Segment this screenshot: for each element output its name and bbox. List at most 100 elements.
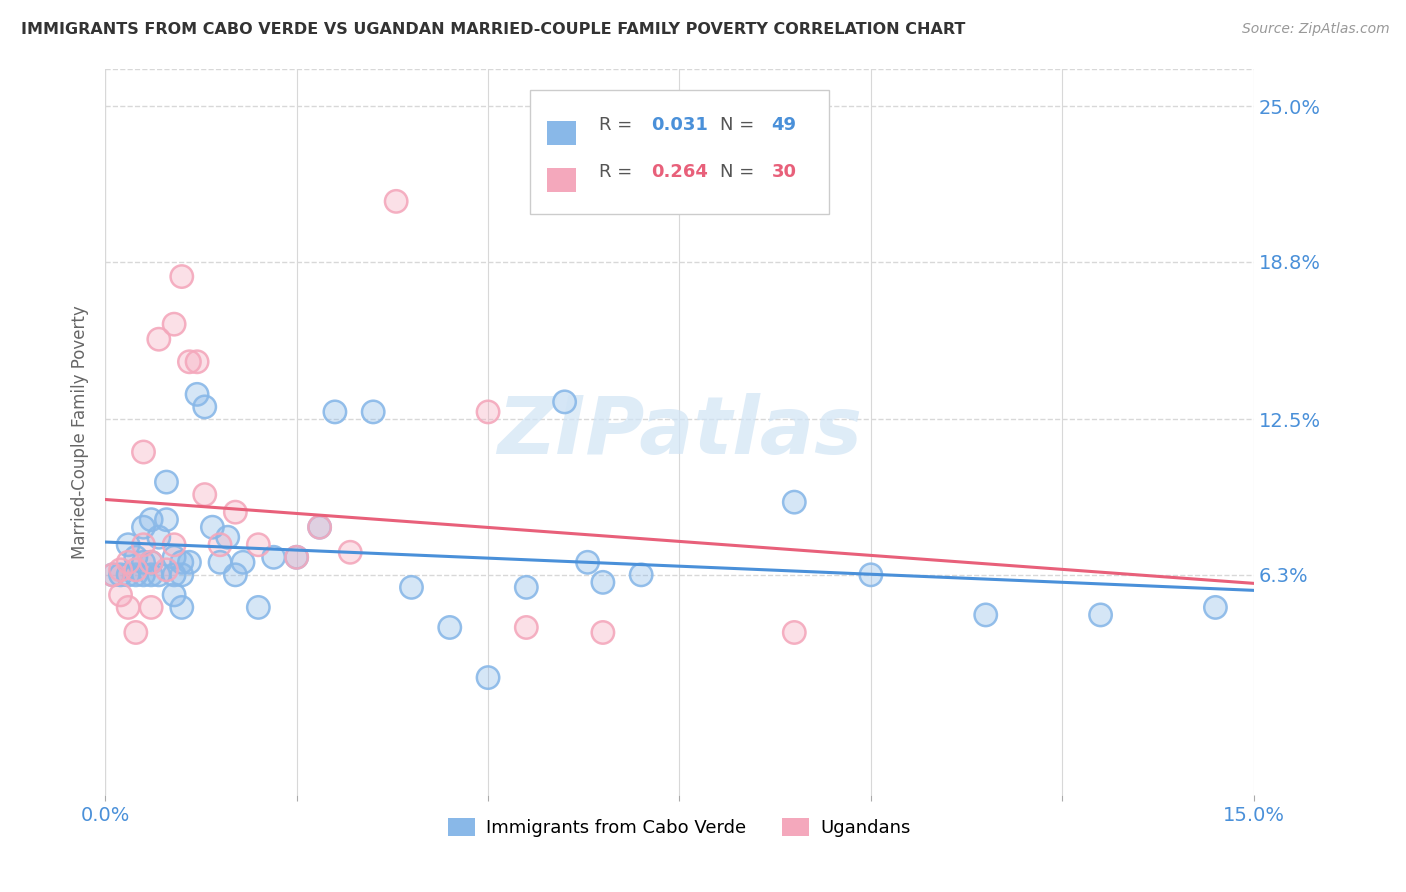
Point — [439, 620, 461, 634]
Point — [186, 387, 208, 401]
Point — [179, 355, 201, 369]
Point — [117, 567, 139, 582]
Text: 49: 49 — [772, 116, 796, 134]
Point — [515, 580, 537, 594]
Point — [125, 567, 148, 582]
Point — [554, 395, 576, 409]
Point — [132, 555, 155, 569]
Point — [101, 567, 124, 582]
Point — [186, 387, 208, 401]
Point — [117, 555, 139, 569]
Point — [132, 538, 155, 552]
Point — [1204, 600, 1226, 615]
Point — [163, 538, 186, 552]
Point — [477, 671, 499, 685]
Point — [163, 550, 186, 565]
Point — [110, 588, 132, 602]
Point — [217, 530, 239, 544]
Point — [170, 600, 193, 615]
Point — [308, 520, 330, 534]
Point — [170, 567, 193, 582]
Point — [209, 555, 232, 569]
Point — [385, 194, 408, 209]
Point — [125, 625, 148, 640]
Point — [101, 567, 124, 582]
Point — [141, 555, 163, 569]
Point — [323, 405, 346, 419]
Point — [554, 395, 576, 409]
Point — [783, 495, 806, 509]
Point — [148, 332, 170, 346]
Point — [201, 520, 224, 534]
Point — [1090, 607, 1112, 622]
Point — [630, 567, 652, 582]
Point — [155, 563, 177, 577]
Point — [101, 567, 124, 582]
Point — [576, 555, 599, 569]
Point — [339, 545, 361, 559]
Legend: Immigrants from Cabo Verde, Ugandans: Immigrants from Cabo Verde, Ugandans — [441, 811, 918, 845]
Point — [132, 567, 155, 582]
Point — [247, 600, 270, 615]
Point — [194, 400, 217, 414]
Point — [783, 625, 806, 640]
Point — [132, 520, 155, 534]
Point — [125, 563, 148, 577]
Point — [592, 625, 614, 640]
Point — [163, 588, 186, 602]
Point — [263, 550, 285, 565]
Point — [232, 555, 254, 569]
Point — [285, 550, 308, 565]
Point — [132, 520, 155, 534]
Point — [148, 530, 170, 544]
Point — [125, 563, 148, 577]
FancyBboxPatch shape — [547, 169, 576, 192]
Point — [974, 607, 997, 622]
Text: Source: ZipAtlas.com: Source: ZipAtlas.com — [1241, 22, 1389, 37]
Point — [263, 550, 285, 565]
Point — [308, 520, 330, 534]
Point — [141, 555, 163, 569]
Point — [148, 332, 170, 346]
Point — [163, 538, 186, 552]
Point — [125, 550, 148, 565]
Point — [592, 575, 614, 590]
Text: R =: R = — [599, 116, 638, 134]
Point — [170, 555, 193, 569]
Point — [224, 567, 246, 582]
Point — [224, 567, 246, 582]
Point — [209, 555, 232, 569]
Point — [141, 513, 163, 527]
Point — [170, 269, 193, 284]
Point — [141, 513, 163, 527]
Point — [247, 538, 270, 552]
Point — [170, 567, 193, 582]
FancyBboxPatch shape — [530, 90, 828, 214]
Point — [110, 588, 132, 602]
Point — [117, 567, 139, 582]
Point — [170, 555, 193, 569]
Point — [477, 405, 499, 419]
Point — [385, 194, 408, 209]
Point — [141, 567, 163, 582]
Point — [117, 538, 139, 552]
Point — [232, 555, 254, 569]
Point — [110, 567, 132, 582]
Point — [439, 620, 461, 634]
Point — [155, 513, 177, 527]
Point — [163, 317, 186, 331]
Point — [592, 625, 614, 640]
Point — [592, 575, 614, 590]
Point — [859, 567, 882, 582]
Point — [209, 538, 232, 552]
Point — [155, 563, 177, 577]
Point — [974, 607, 997, 622]
Point — [163, 567, 186, 582]
Point — [141, 567, 163, 582]
Point — [217, 530, 239, 544]
Point — [132, 555, 155, 569]
Point — [155, 475, 177, 489]
Point — [515, 620, 537, 634]
Y-axis label: Married-Couple Family Poverty: Married-Couple Family Poverty — [72, 305, 89, 558]
Point — [201, 520, 224, 534]
